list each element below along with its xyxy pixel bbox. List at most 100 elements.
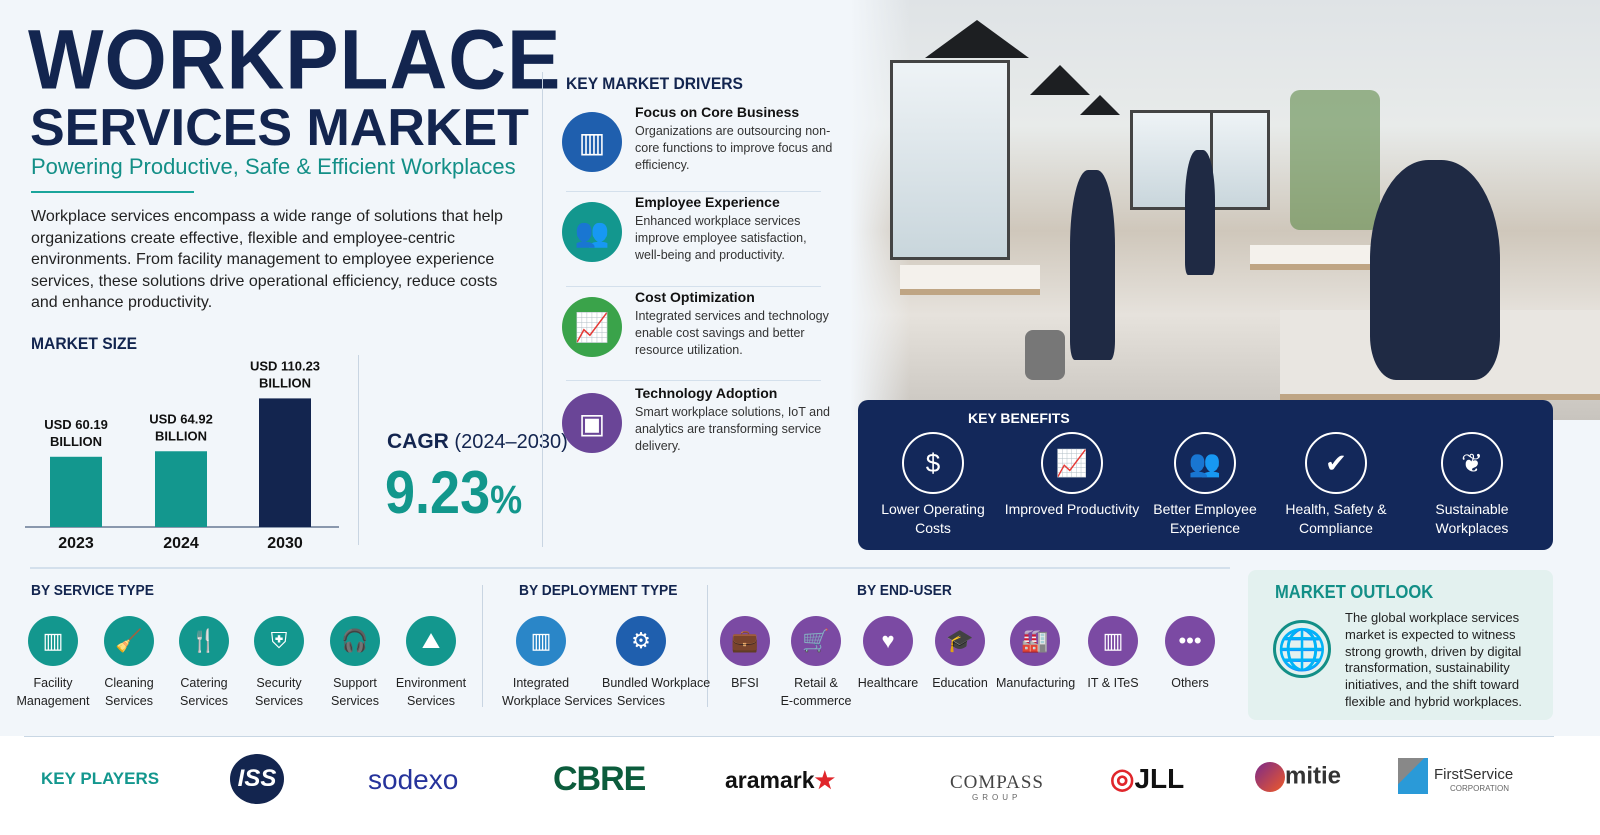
cagr-unit: % (490, 478, 523, 522)
segment-item: ⛨ Security Services (240, 616, 318, 710)
bar-value-label: BILLION (259, 375, 311, 390)
logo-sodexo: sodexo (368, 764, 459, 795)
benefit-label: Better Employee Experience (1153, 501, 1257, 536)
cagr-number: 9.23 (385, 459, 491, 526)
key-players-bar: KEY PLAYERS ISS sodexo CBRE aramark★ COM… (0, 736, 1600, 835)
segment-label: Healthcare (857, 676, 919, 690)
logo-firstservice: FirstService (1434, 766, 1514, 783)
building-icon: ▥ (562, 112, 622, 172)
divider (566, 380, 821, 381)
heart-plus-icon: ♥ (863, 616, 913, 666)
headset-icon: 🎧 (330, 616, 380, 666)
driver-desc: Smart workplace solutions, IoT and analy… (635, 405, 831, 453)
dollar-down-icon: $ (902, 432, 964, 494)
driver-desc: Enhanced workplace services improve empl… (635, 214, 807, 262)
intro-text: Workplace services encompass a wide rang… (31, 208, 503, 312)
logo-compass-group: GROUP (972, 793, 1022, 802)
segment-label: Security Services (255, 676, 303, 708)
outlook-heading: MARKET OUTLOOK (1275, 582, 1434, 602)
market-size-heading: MARKET SIZE (31, 334, 138, 353)
subtitle-underline (31, 191, 194, 193)
bar-value-label: USD 64.92 (149, 411, 213, 426)
benefit-item: ❦ Sustainable Workplaces (1402, 432, 1542, 538)
x-tick-label: 2030 (267, 535, 303, 552)
segment-item: 🛒 Retail & E-commerce (777, 616, 855, 710)
benefit-label: Sustainable Workplaces (1435, 501, 1509, 536)
segment-label: Catering Services (180, 676, 228, 708)
bar-value-label: USD 110.23 (250, 358, 320, 373)
title-line2: SERVICES MARKET (30, 99, 529, 157)
benefit-item: $ Lower Operating Costs (863, 432, 1003, 538)
segment-label: IT & ITeS (1087, 676, 1139, 690)
aramark-text: aramark (725, 767, 815, 793)
segment-label: Retail & E-commerce (780, 676, 852, 708)
divider (707, 585, 708, 707)
segment-label: Manufacturing (996, 676, 1076, 690)
benefit-label: Health, Safety & Compliance (1285, 501, 1387, 536)
divider (30, 567, 1230, 569)
segment-item: ••• Others (1151, 616, 1229, 692)
cagr-label: CAGR (2024–2030) (387, 430, 568, 454)
building-icon: ▥ (28, 616, 78, 666)
segment-label: Environment Services (395, 676, 467, 708)
benefits-heading: KEY BENEFITS (968, 410, 1070, 426)
segment-label: Cleaning Services (104, 676, 154, 708)
benefit-item: 👥 Better Employee Experience (1135, 432, 1275, 538)
bar-2023 (50, 456, 102, 527)
segment-label: Integrated Workplace Services (502, 676, 613, 708)
deployment-type-heading: BY DEPLOYMENT TYPE (519, 582, 678, 599)
divider (358, 355, 359, 545)
logo-jll: ◎JLL (1110, 763, 1185, 794)
x-tick-label: 2024 (163, 535, 199, 552)
divider (566, 286, 821, 287)
shield-check-icon: ✔ (1305, 432, 1367, 494)
divider (482, 585, 483, 707)
more-icon: ••• (1165, 616, 1215, 666)
benefit-label: Lower Operating Costs (881, 501, 985, 536)
driver-desc: Integrated services and technology enabl… (635, 309, 829, 357)
people-icon: 👥 (562, 202, 622, 262)
building-icon: ▥ (516, 616, 566, 666)
mitie-text: mitie (1285, 762, 1342, 790)
key-benefits-panel: KEY BENEFITS $ Lower Operating Costs 📈 Im… (858, 400, 1553, 550)
segment-label: Others (1171, 676, 1209, 690)
bar-value-label: USD 60.19 (44, 417, 108, 432)
factory-icon: 🏭 (1010, 616, 1060, 666)
cagr-title: CAGR (387, 430, 449, 453)
divider (542, 72, 543, 547)
bar-2024 (155, 451, 207, 527)
landscape-icon: ⛰ (406, 616, 456, 666)
key-players-heading: KEY PLAYERS (41, 769, 160, 788)
segment-item: 💼 BFSI (706, 616, 784, 692)
driver-title: Technology Adoption (635, 385, 778, 401)
aramark-star-icon: ★ (814, 767, 836, 793)
logo-mitie: mitie (1255, 762, 1341, 792)
drivers-heading: KEY MARKET DRIVERS (566, 74, 743, 93)
segment-item: ⚙ Bundled Workplace Services (602, 616, 710, 710)
subtitle: Powering Productive, Safe & Efficient Wo… (31, 154, 516, 179)
segment-item: 🎧 Support Services (316, 616, 394, 710)
bar-value-label: BILLION (50, 434, 102, 449)
benefit-item: 📈 Improved Productivity (1002, 432, 1142, 519)
driver-title: Cost Optimization (635, 289, 755, 305)
segment-item: 🏭 Manufacturing (996, 616, 1076, 692)
cagr-value: 9.23% (385, 458, 522, 527)
segment-item: ▥ Integrated Workplace Services (502, 616, 613, 710)
firstservice-mark-icon (1398, 758, 1428, 794)
briefcase-icon: 💼 (720, 616, 770, 666)
driver-desc: Organizations are outsourcing non-core f… (635, 124, 833, 172)
graduation-cap-icon: 🎓 (935, 616, 985, 666)
fork-knife-icon: 🍴 (179, 616, 229, 666)
divider (566, 191, 821, 192)
globe-icon: 🌐 (1273, 620, 1331, 678)
segment-label: Support Services (331, 676, 379, 708)
segment-item: 🧹 Cleaning Services (90, 616, 168, 710)
leaf-icon: ❦ (1441, 432, 1503, 494)
logo-cbre: CBRE (553, 760, 646, 798)
cart-icon: 🛒 (791, 616, 841, 666)
end-user-heading: BY END-USER (857, 582, 952, 599)
market-outlook-panel: MARKET OUTLOOK 🌐 The global workplace se… (1248, 570, 1553, 720)
market-size-chart: USD 60.19 BILLION 2023 USD 64.92 BILLION 2024… (25, 358, 339, 552)
segment-item: ▥ IT & ITeS (1074, 616, 1152, 692)
x-tick-label: 2023 (58, 535, 94, 552)
